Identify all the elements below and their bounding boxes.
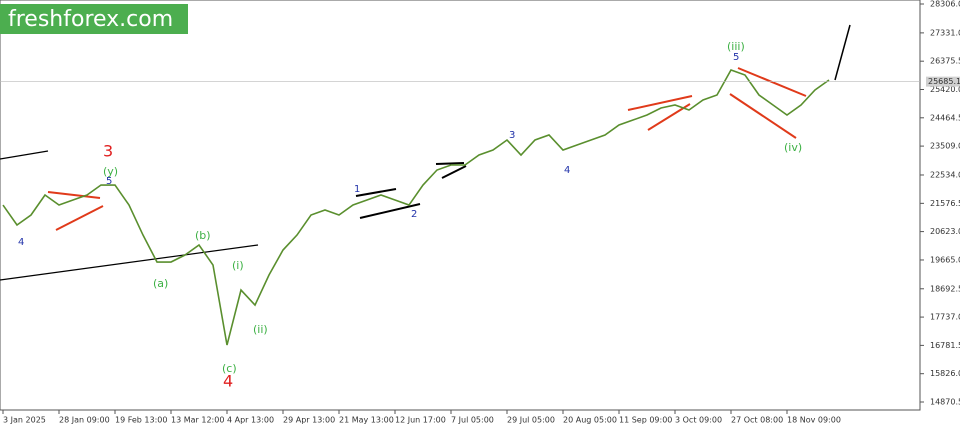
x-tick-label: 11 Sep 09:00 [619, 416, 672, 425]
x-tick-label: 20 Aug 05:00 [563, 416, 617, 425]
last-price-box [926, 76, 960, 87]
x-tick-label: 18 Nov 09:00 [787, 416, 841, 425]
y-tick-label: 24464.5 [930, 113, 960, 122]
x-tick-label: 21 May 13:00 [339, 416, 394, 425]
wave-label: (i) [232, 259, 244, 272]
wave-label: 4 [564, 165, 570, 176]
logo: freshforex.com [8, 7, 173, 32]
y-tick-label: 23509.0 [930, 142, 960, 151]
x-tick-label: 28 Jan 09:00 [59, 416, 110, 425]
wave-label: (iii) [727, 40, 745, 53]
y-tick-label: 15826.0 [930, 369, 960, 378]
wave-label: (b) [195, 229, 211, 242]
y-tick-label: 16781.5 [930, 341, 960, 350]
x-tick-label: 13 Mar 12:00 [171, 416, 224, 425]
x-tick-label: 3 Oct 09:00 [675, 416, 722, 425]
y-tick-label: 25420.0 [930, 85, 960, 94]
wave-label: 5 [733, 52, 739, 63]
wave-label: 4 [18, 237, 24, 248]
wave-label: (iv) [784, 141, 802, 154]
x-tick-label: 4 Apr 13:00 [227, 416, 274, 425]
y-tick-label: 27331.0 [930, 28, 960, 37]
price-line [2, 69, 830, 346]
x-tick-label: 19 Feb 13:00 [115, 416, 167, 425]
x-tick-label: 27 Oct 08:00 [731, 416, 783, 425]
wave-label: (c) [222, 362, 237, 375]
wave-label: (y) [103, 165, 118, 178]
x-tick-label: 3 Jan 2025 [3, 416, 46, 425]
x-tick-label: 29 Apr 13:00 [283, 416, 335, 425]
x-tick-label: 12 Jun 17:00 [395, 416, 446, 425]
y-tick-label: 21576.5 [930, 199, 960, 208]
x-tick-label: 29 Jul 05:00 [507, 416, 555, 425]
y-tick-label: 26375.5 [930, 57, 960, 66]
logo-bg [0, 4, 188, 34]
y-tick-label: 28306.0 [930, 0, 960, 9]
wave-label: 3 [103, 142, 113, 161]
wave-label: 5 [106, 176, 112, 187]
plot-area [0, 0, 921, 411]
y-tick-label: 19665.0 [930, 255, 960, 264]
y-tick-label: 14870.5 [930, 398, 960, 407]
x-tick-label: 7 Jul 05:00 [451, 416, 494, 425]
wave-label: 2 [411, 209, 417, 220]
last-price-label: 25685.1 [928, 77, 960, 86]
wave-label: 1 [354, 184, 360, 195]
y-tick-label: 18692.5 [930, 284, 960, 293]
y-tick-label: 17737.0 [930, 313, 960, 322]
wave-label: (a) [153, 277, 168, 290]
y-tick-label: 20623.0 [930, 227, 960, 236]
wave-label: (ii) [253, 323, 268, 336]
wave-label: 3 [509, 130, 515, 141]
wave-label: 4 [223, 372, 233, 391]
y-tick-label: 22534.0 [930, 170, 960, 179]
